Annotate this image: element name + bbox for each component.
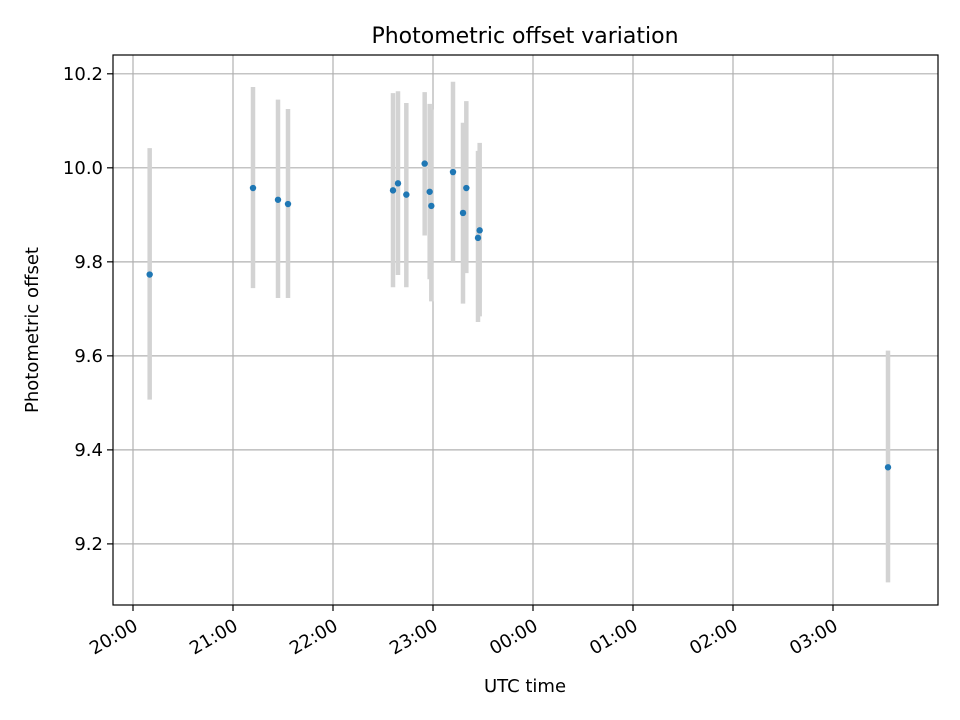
data-point — [421, 160, 428, 167]
y-tick-label: 10.2 — [63, 64, 103, 85]
data-point — [449, 168, 457, 176]
data-point — [274, 196, 282, 203]
y-tick-label: 9.6 — [74, 346, 103, 367]
y-axis: 9.2 9.4 9.6 9.8 10.0 10.2 — [63, 64, 113, 555]
y-axis-label: Photometric offset — [22, 247, 43, 413]
data-point — [394, 180, 402, 187]
plot-area-frame — [112, 54, 939, 606]
y-tick-label: 9.8 — [74, 252, 103, 273]
data-point — [426, 188, 433, 195]
data-point — [403, 191, 410, 198]
data-point — [389, 187, 397, 194]
data-point — [463, 184, 470, 192]
y-tick-label: 9.4 — [74, 440, 103, 461]
data-point — [459, 209, 467, 217]
data-point — [284, 200, 292, 208]
data-points — [146, 160, 892, 471]
data-point — [146, 271, 153, 278]
y-tick-label: 9.2 — [74, 534, 103, 555]
data-point — [884, 464, 892, 471]
grid — [113, 55, 938, 605]
chart-title: Photometric offset variation — [371, 24, 678, 49]
data-point — [474, 234, 482, 242]
x-axis-label: UTC time — [484, 676, 566, 697]
data-point — [428, 202, 435, 210]
data-point — [249, 184, 257, 192]
data-point — [476, 227, 483, 234]
y-tick-label: 10.0 — [63, 158, 103, 179]
